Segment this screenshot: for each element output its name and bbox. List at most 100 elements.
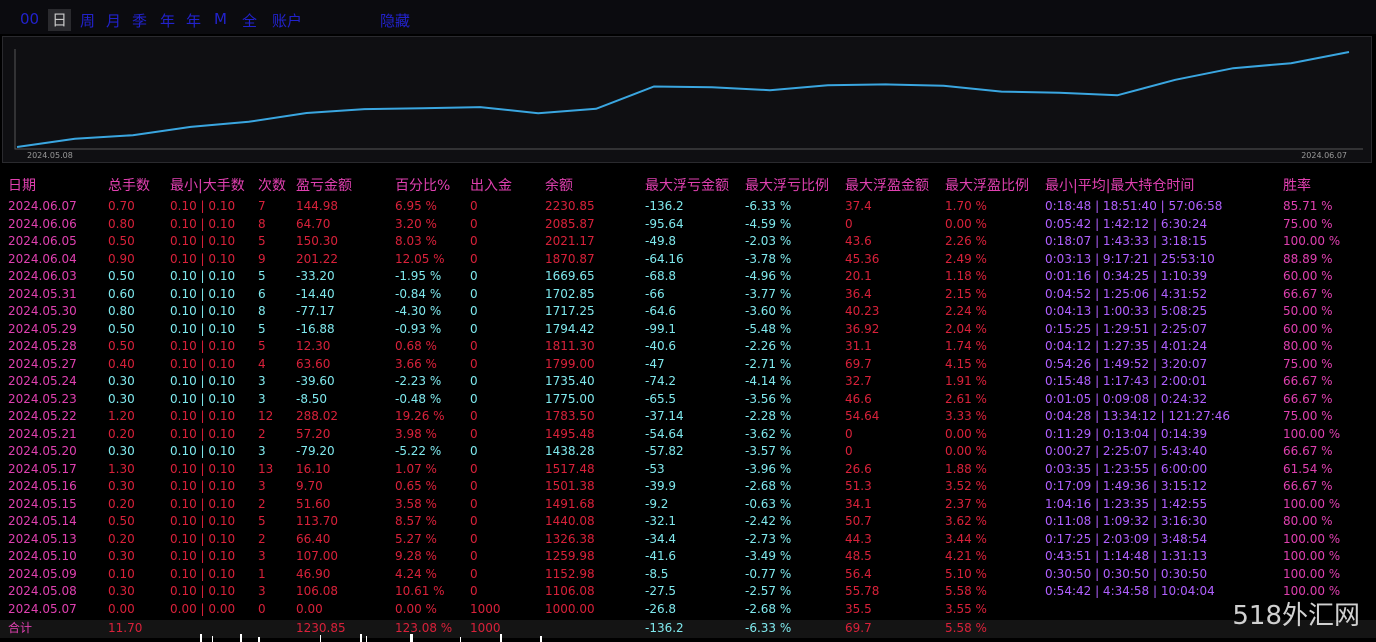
table-cell: 6 [258, 286, 266, 301]
table-cell: 1717.25 [545, 304, 595, 318]
table-cell: 0.70 [108, 199, 135, 213]
table-cell: 2021.17 [545, 234, 595, 248]
table-cell: 3 [258, 391, 266, 406]
column-header[interactable]: 最大浮盈金额 [845, 178, 929, 194]
table-row[interactable]: 2024.05.21 0.20 0.10 | 0.10 2 57.20 3.98 % 0 14… [0, 426, 1376, 444]
table-cell: 12 [258, 409, 274, 423]
table-cell: -3.62 % [745, 426, 792, 441]
table-cell: 2024.05.21 [8, 426, 77, 441]
table-cell: 0.30 [108, 479, 135, 493]
table-cell: -6.33 % [745, 199, 792, 213]
table-row[interactable]: 2024.06.03 0.50 0.10 | 0.10 5 -33.20 -1.95 % 0… [0, 268, 1376, 286]
column-header[interactable]: 最小|平均|最大持仓时间 [1045, 178, 1195, 194]
table-cell: 3.44 % [945, 531, 987, 546]
column-header[interactable]: 最小|大手数 [170, 178, 245, 194]
table-cell: 5.27 % [395, 531, 437, 546]
table-cell: 0:04:52 | 1:25:06 | 4:31:52 [1045, 286, 1208, 301]
table-row[interactable]: 2024.05.31 0.60 0.10 | 0.10 6 -14.40 -0.84 % 0… [0, 286, 1376, 304]
column-header[interactable]: 最大浮亏金额 [645, 178, 729, 194]
tab-7[interactable]: M [214, 10, 227, 28]
table-cell: 100.00 % [1283, 234, 1341, 248]
table-row[interactable]: 2024.05.23 0.30 0.10 | 0.10 3 -8.50 -0.48 % 0 1… [0, 391, 1376, 409]
table-cell: 2024.06.05 [8, 234, 77, 248]
table-row[interactable]: 2024.05.22 1.20 0.10 | 0.10 12 288.02 19.26 %… [0, 408, 1376, 426]
hide-button[interactable]: 隐藏 [380, 12, 411, 30]
table-cell: -0.77 % [745, 566, 792, 581]
column-header[interactable]: 最大浮亏比例 [745, 178, 829, 194]
table-cell: 3.55 % [945, 601, 987, 616]
table-cell: 3 [258, 444, 266, 458]
table-row[interactable]: 2024.05.30 0.80 0.10 | 0.10 8 -77.17 -4.30 % 0… [0, 303, 1376, 321]
table-cell: 8.03 % [395, 234, 437, 248]
column-header[interactable]: 盈亏金额 [296, 178, 352, 194]
table-cell: 3 [258, 549, 266, 563]
column-header[interactable]: 日期 [8, 178, 36, 194]
table-cell: 0.10 | 0.10 [170, 409, 236, 423]
table-row[interactable]: 2024.05.20 0.30 0.10 | 0.10 3 -79.20 -5.22 % 0… [0, 443, 1376, 461]
table-cell: 100.00 % [1283, 584, 1341, 598]
tab-0[interactable]: 00 [20, 10, 40, 28]
total-cell: 69.7 [845, 621, 872, 635]
column-header[interactable]: 次数 [258, 178, 286, 194]
table-cell: 2024.05.15 [8, 496, 77, 511]
table-cell: 0.10 | 0.10 [170, 286, 236, 301]
table-row[interactable]: 2024.05.27 0.40 0.10 | 0.10 4 63.60 3.66 % 0 17… [0, 356, 1376, 374]
table-cell: 0.10 | 0.10 [170, 461, 236, 476]
table-cell: 2024.06.03 [8, 269, 77, 283]
table-cell: 2024.06.04 [8, 251, 77, 266]
table-row[interactable]: 2024.05.29 0.50 0.10 | 0.10 5 -16.88 -0.93 % 0… [0, 321, 1376, 339]
table-cell: -4.59 % [745, 216, 792, 231]
chart-x-start-label: 2024.05.08 [27, 151, 73, 160]
table-row[interactable]: 2024.05.13 0.20 0.10 | 0.10 2 66.40 5.27 % 0 13… [0, 531, 1376, 549]
table-row[interactable]: 2024.05.14 0.50 0.10 | 0.10 5 113.70 8.57 % 0 1… [0, 513, 1376, 531]
table-cell: 35.5 [845, 601, 872, 616]
tab-6[interactable]: 年 [186, 12, 202, 30]
table-row[interactable]: 2024.05.16 0.30 0.10 | 0.10 3 9.70 0.65 % 0 150… [0, 478, 1376, 496]
table-cell: 0.10 | 0.10 [170, 374, 236, 388]
table-cell: 4.15 % [945, 356, 987, 371]
table-cell: 1000.00 [545, 601, 595, 616]
tab-1[interactable]: 日 [48, 9, 72, 31]
column-header[interactable]: 余额 [545, 178, 573, 194]
table-row[interactable]: 2024.05.10 0.30 0.10 | 0.10 3 107.00 9.28 % 0 1… [0, 548, 1376, 566]
table-row[interactable]: 2024.06.05 0.50 0.10 | 0.10 5 150.30 8.03 % 0 2… [0, 233, 1376, 251]
table-row[interactable]: 2024.05.09 0.10 0.10 | 0.10 1 46.90 4.24 % 0 11… [0, 566, 1376, 584]
tab-8[interactable]: 全 [242, 12, 258, 30]
tab-5[interactable]: 年 [160, 12, 176, 30]
table-cell: 1799.00 [545, 356, 595, 371]
column-header[interactable]: 百分比% [395, 178, 451, 194]
column-header[interactable]: 总手数 [108, 178, 150, 194]
table-cell: -5.22 % [395, 444, 442, 458]
tab-9[interactable]: 账户 [272, 12, 303, 30]
table-row[interactable]: 2024.06.07 0.70 0.10 | 0.10 7 144.98 6.95 % 0 2… [0, 198, 1376, 216]
table-cell: 1106.08 [545, 584, 595, 598]
table-row[interactable]: 2024.05.15 0.20 0.10 | 0.10 2 51.60 3.58 % 0 14… [0, 496, 1376, 514]
table-row[interactable]: 2024.05.08 0.30 0.10 | 0.10 3 106.08 10.61 % 0… [0, 583, 1376, 601]
table-cell: 1669.65 [545, 269, 595, 283]
table-cell: 63.60 [296, 356, 331, 371]
table-cell: -64.16 [645, 251, 684, 266]
table-cell: 0.50 [108, 269, 135, 283]
table-row[interactable]: 2024.05.24 0.30 0.10 | 0.10 3 -39.60 -2.23 % 0… [0, 373, 1376, 391]
column-header[interactable]: 出入金 [470, 178, 512, 194]
table-row[interactable]: 2024.06.04 0.90 0.10 | 0.10 9 201.22 12.05 % 0… [0, 251, 1376, 269]
table-row[interactable]: 2024.05.28 0.50 0.10 | 0.10 5 12.30 0.68 % 0 18… [0, 338, 1376, 356]
table-cell: 0.00 [108, 601, 135, 616]
table-cell: 5 [258, 339, 266, 353]
tab-3[interactable]: 月 [106, 12, 122, 30]
table-cell: 0 [470, 269, 478, 283]
table-row[interactable]: 2024.05.07 0.00 0.00 | 0.00 0 0.00 0.00 % 1000… [0, 601, 1376, 619]
table-cell: 0.10 | 0.10 [170, 479, 236, 493]
table-row[interactable]: 2024.06.06 0.80 0.10 | 0.10 8 64.70 3.20 % 0 20… [0, 216, 1376, 234]
table-cell: 0.90 [108, 251, 135, 266]
tab-4[interactable]: 季 [132, 12, 148, 30]
column-header[interactable]: 最大浮盈比例 [945, 178, 1029, 194]
table-cell: 0 [470, 321, 478, 336]
table-cell: 0.10 | 0.10 [170, 251, 236, 266]
table-cell: 1.91 % [945, 374, 987, 388]
table-cell: 0 [845, 426, 853, 441]
table-row[interactable]: 2024.05.17 1.30 0.10 | 0.10 13 16.10 1.07 % 0 1… [0, 461, 1376, 479]
column-header[interactable]: 胜率 [1283, 178, 1311, 194]
tab-2[interactable]: 周 [80, 12, 96, 30]
table-cell: 2024.05.22 [8, 409, 77, 423]
